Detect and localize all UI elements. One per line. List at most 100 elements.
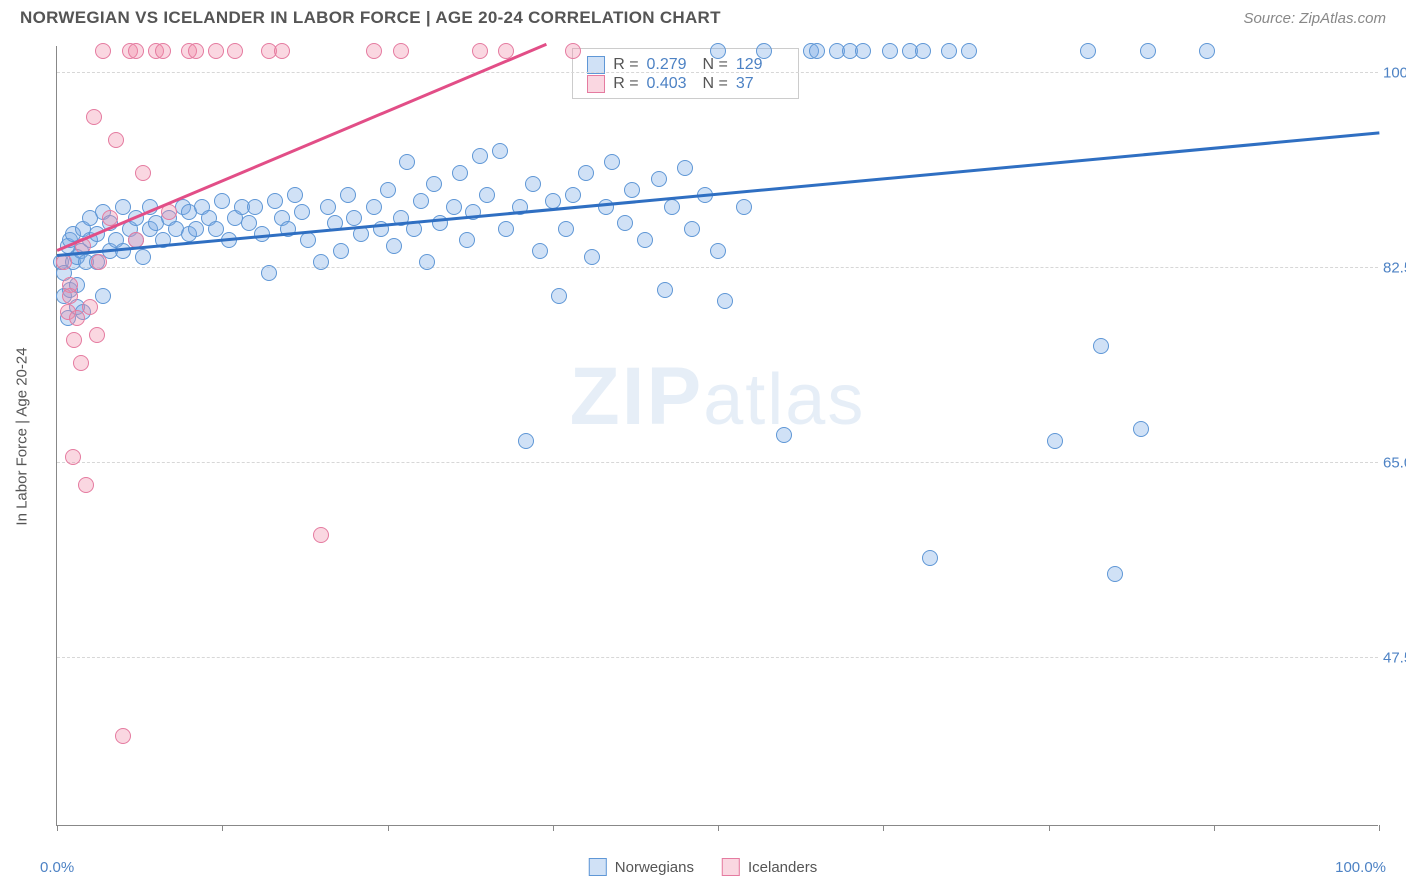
data-point bbox=[472, 148, 488, 164]
x-axis-max-label: 100.0% bbox=[1335, 859, 1386, 876]
data-point bbox=[320, 199, 336, 215]
data-point bbox=[78, 477, 94, 493]
data-point bbox=[89, 327, 105, 343]
data-point bbox=[617, 215, 633, 231]
data-point bbox=[82, 299, 98, 315]
data-point bbox=[333, 243, 349, 259]
data-point bbox=[115, 199, 131, 215]
x-tick bbox=[1379, 825, 1380, 831]
y-axis-label: In Labor Force | Age 20-24 bbox=[10, 46, 34, 826]
y-tick-label: 100.0% bbox=[1383, 64, 1406, 81]
legend-item-icelanders: Icelanders bbox=[722, 858, 817, 876]
data-point bbox=[294, 204, 310, 220]
data-point bbox=[115, 243, 131, 259]
data-point bbox=[108, 132, 124, 148]
gridline bbox=[57, 72, 1378, 73]
data-point bbox=[922, 550, 938, 566]
stats-row-icelanders: R = 0.403 N = 37 bbox=[587, 75, 784, 93]
data-point bbox=[598, 199, 614, 215]
data-point bbox=[961, 43, 977, 59]
data-point bbox=[247, 199, 263, 215]
data-point bbox=[565, 187, 581, 203]
data-point bbox=[188, 221, 204, 237]
data-point bbox=[498, 221, 514, 237]
data-point bbox=[1133, 421, 1149, 437]
gridline bbox=[57, 462, 1378, 463]
data-point bbox=[578, 165, 594, 181]
y-tick-label: 47.5% bbox=[1383, 649, 1406, 666]
data-point bbox=[73, 355, 89, 371]
data-point bbox=[710, 243, 726, 259]
data-point bbox=[809, 43, 825, 59]
data-point bbox=[664, 199, 680, 215]
data-point bbox=[261, 265, 277, 281]
data-point bbox=[565, 43, 581, 59]
data-point bbox=[651, 171, 667, 187]
data-point bbox=[287, 187, 303, 203]
data-point bbox=[677, 160, 693, 176]
data-point bbox=[346, 210, 362, 226]
data-point bbox=[1199, 43, 1215, 59]
data-point bbox=[115, 728, 131, 744]
data-point bbox=[135, 165, 151, 181]
data-point bbox=[446, 199, 462, 215]
data-point bbox=[69, 310, 85, 326]
swatch-norwegians bbox=[589, 858, 607, 876]
data-point bbox=[91, 254, 107, 270]
data-point bbox=[452, 165, 468, 181]
data-point bbox=[208, 221, 224, 237]
y-tick-label: 82.5% bbox=[1383, 259, 1406, 276]
data-point bbox=[413, 193, 429, 209]
data-point bbox=[399, 154, 415, 170]
data-point bbox=[227, 43, 243, 59]
data-point bbox=[492, 143, 508, 159]
data-point bbox=[95, 43, 111, 59]
data-point bbox=[340, 187, 356, 203]
bottom-legend: Norwegians Icelanders bbox=[589, 858, 817, 876]
data-point bbox=[313, 527, 329, 543]
data-point bbox=[525, 176, 541, 192]
data-point bbox=[393, 43, 409, 59]
x-tick bbox=[718, 825, 719, 831]
data-point bbox=[386, 238, 402, 254]
data-point bbox=[1047, 433, 1063, 449]
data-point bbox=[380, 182, 396, 198]
data-point bbox=[214, 193, 230, 209]
data-point bbox=[756, 43, 772, 59]
data-point bbox=[1140, 43, 1156, 59]
data-point bbox=[188, 43, 204, 59]
x-tick bbox=[388, 825, 389, 831]
data-point bbox=[551, 288, 567, 304]
data-point bbox=[86, 109, 102, 125]
data-point bbox=[366, 43, 382, 59]
data-point bbox=[62, 288, 78, 304]
chart-header: NORWEGIAN VS ICELANDER IN LABOR FORCE | … bbox=[0, 0, 1406, 32]
data-point bbox=[717, 293, 733, 309]
data-point bbox=[518, 433, 534, 449]
data-point bbox=[208, 43, 224, 59]
data-point bbox=[155, 43, 171, 59]
data-point bbox=[637, 232, 653, 248]
data-point bbox=[532, 243, 548, 259]
data-point bbox=[882, 43, 898, 59]
data-point bbox=[274, 43, 290, 59]
x-tick bbox=[222, 825, 223, 831]
data-point bbox=[267, 193, 283, 209]
data-point bbox=[128, 43, 144, 59]
data-point bbox=[855, 43, 871, 59]
data-point bbox=[941, 43, 957, 59]
chart-title: NORWEGIAN VS ICELANDER IN LABOR FORCE | … bbox=[20, 8, 721, 28]
gridline bbox=[57, 657, 1378, 658]
source-credit: Source: ZipAtlas.com bbox=[1243, 10, 1386, 27]
data-point bbox=[300, 232, 316, 248]
x-tick bbox=[1214, 825, 1215, 831]
data-point bbox=[313, 254, 329, 270]
data-point bbox=[426, 176, 442, 192]
data-point bbox=[684, 221, 700, 237]
legend-item-norwegians: Norwegians bbox=[589, 858, 694, 876]
scatter-chart: ZIPatlas R = 0.279 N = 129 R = 0.403 N =… bbox=[56, 46, 1378, 826]
data-point bbox=[710, 43, 726, 59]
data-point bbox=[459, 232, 475, 248]
data-point bbox=[1080, 43, 1096, 59]
x-tick bbox=[1049, 825, 1050, 831]
